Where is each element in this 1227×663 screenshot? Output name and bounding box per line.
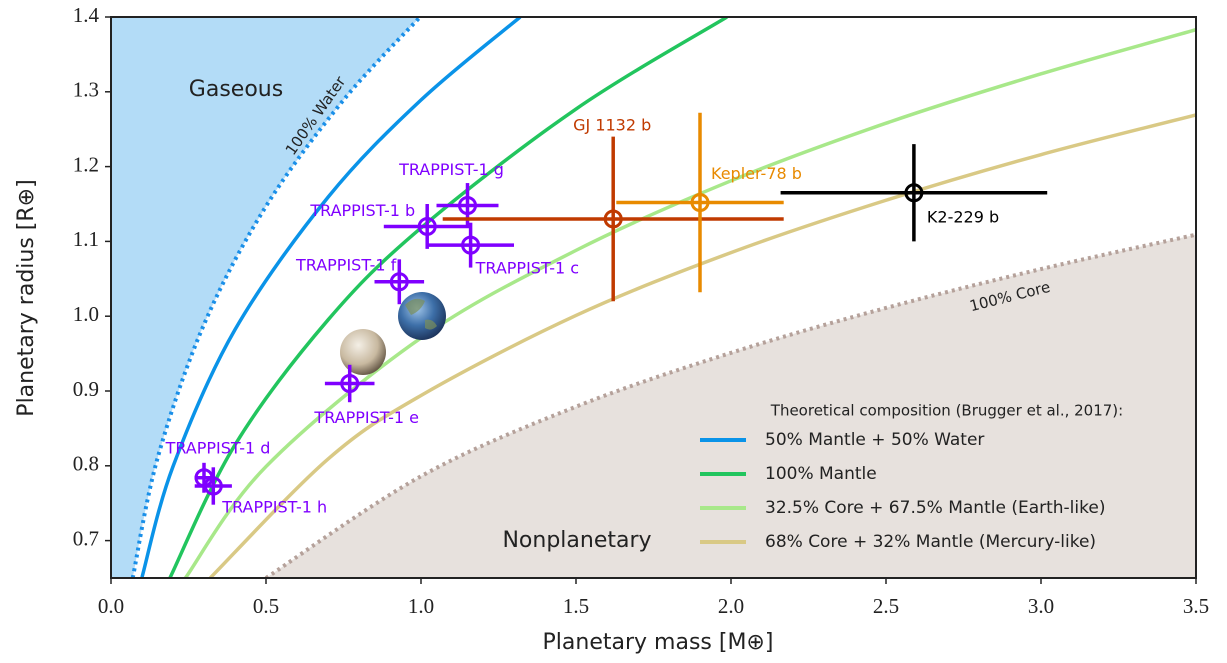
nonplanetary-region (266, 234, 1196, 578)
y-tick-label: 0.9 (73, 377, 99, 401)
x-tick-label: 0.0 (98, 594, 124, 618)
x-tick-label: 1.0 (408, 594, 434, 618)
point-marker (690, 193, 710, 213)
x-tick-label: 0.5 (253, 594, 279, 618)
point-marker (603, 209, 623, 229)
point-marker (203, 476, 223, 496)
earth-land (405, 298, 437, 330)
point-marker (461, 235, 481, 255)
legend-label: 32.5% Core + 67.5% Mantle (Earth-like) (765, 498, 1105, 518)
earth-image (398, 292, 446, 340)
point-marker (340, 374, 360, 394)
annotation: Gaseous (189, 77, 283, 102)
point-marker (458, 195, 477, 215)
x-tick-label: 2.0 (718, 594, 744, 618)
x-tick-label: 3.5 (1183, 594, 1209, 618)
y-tick-label: 1.4 (73, 3, 100, 27)
legend-label: 68% Core + 32% Mantle (Mercury-like) (765, 532, 1096, 552)
point-label: TRAPPIST-1 c (475, 259, 579, 278)
point-label: GJ 1132 b (573, 115, 651, 134)
x-axis-label: Planetary mass [M⊕] (543, 630, 774, 655)
venus-image (340, 329, 386, 375)
point-label: TRAPPIST-1 h (221, 497, 327, 516)
y-tick-label: 0.8 (73, 452, 99, 476)
point-label: TRAPPIST-1 e (313, 408, 419, 427)
point-label: K2-229 b (927, 207, 999, 226)
x-tick-label: 3.0 (1028, 594, 1054, 618)
boundary-line (264, 232, 1196, 578)
point-marker (417, 216, 437, 236)
gaseous-region (111, 17, 421, 578)
point-label: TRAPPIST-1 d (165, 438, 271, 457)
annotation: Nonplanetary (502, 528, 651, 553)
point-label: TRAPPIST-1 g (398, 160, 504, 179)
plot-frame (110, 16, 1197, 579)
point-label: TRAPPIST-1 f (295, 255, 397, 274)
point-label: Kepler-78 b (711, 164, 802, 183)
y-axis-label: Planetary radius [R⊕] (14, 179, 39, 416)
point-marker (904, 183, 924, 203)
boundary-line (130, 17, 422, 578)
point-marker (389, 272, 409, 292)
x-tick-label: 1.5 (563, 594, 589, 618)
y-tick-label: 1.2 (73, 152, 99, 176)
composition-curve (208, 113, 1196, 578)
legend-label: 50% Mantle + 50% Water (765, 430, 984, 450)
x-tick-label: 2.5 (873, 594, 899, 618)
legend-title: Theoretical composition (Brugger et al.,… (770, 402, 1123, 420)
composition-curve (168, 17, 728, 578)
legend-label: 100% Mantle (765, 464, 877, 484)
composition-curve (140, 17, 522, 578)
y-tick-label: 1.3 (73, 78, 99, 102)
y-tick-label: 0.7 (73, 526, 99, 550)
y-tick-label: 1.0 (73, 302, 99, 326)
point-label: TRAPPIST-1 b (309, 201, 415, 220)
y-tick-label: 1.1 (73, 227, 99, 251)
